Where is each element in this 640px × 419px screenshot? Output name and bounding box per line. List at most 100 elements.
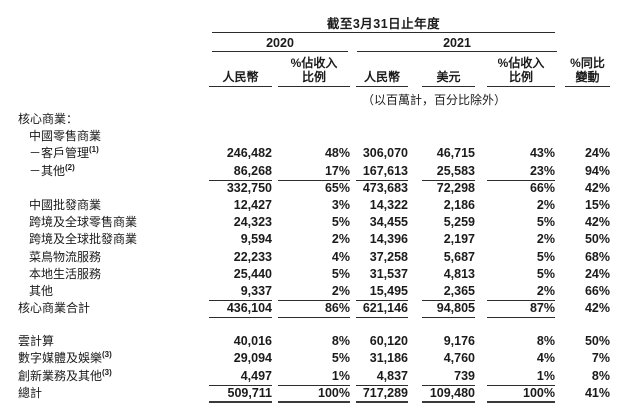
cell: 246,482 <box>226 146 272 161</box>
cell: 24% <box>584 266 610 281</box>
column-header-5: %佔收入 比例 <box>487 54 555 87</box>
cell: 72,298 <box>436 180 475 195</box>
cell: 60,120 <box>369 334 408 349</box>
cell: 46,715 <box>436 146 475 161</box>
cell: 9,594 <box>240 232 272 247</box>
cell: 24% <box>584 146 610 161</box>
cell: 4,837 <box>356 369 408 386</box>
table-row: 本地生活服務 25,440 5% 31,537 4,813 5% 24% <box>0 267 640 284</box>
cell: 9,337 <box>209 284 272 302</box>
cell: 12,427 <box>233 197 272 212</box>
cell: 436,104 <box>209 301 272 319</box>
cell: 8% <box>536 334 555 349</box>
cell: 50% <box>584 232 610 247</box>
cell <box>565 129 610 146</box>
cell: 86% <box>278 301 350 319</box>
row-label: 跨境及全球批發商業 <box>29 232 138 247</box>
table-row: －其他(2) 86,268 17% 167,613 25,583 23% 94% <box>0 162 640 181</box>
footnote-marker: (2) <box>65 162 75 172</box>
cell: 5% <box>331 351 350 366</box>
cell: 739 <box>422 369 475 386</box>
cell: 621,146 <box>356 301 408 319</box>
table-title: 截至3月31日止年度 <box>326 17 441 31</box>
cell: 4,760 <box>443 351 475 366</box>
column-header-1: 人民幣 <box>209 54 272 87</box>
cell <box>209 129 272 146</box>
row-label: 本地生活服務 <box>29 266 102 281</box>
cell: 167,613 <box>356 164 408 181</box>
row-label: 數字媒體及娛樂(3) <box>18 350 112 366</box>
row-label: 跨境及全球零售商業 <box>29 215 138 230</box>
title-rule <box>212 32 555 33</box>
cell: 22,233 <box>233 249 272 264</box>
row-label: 雲計算 <box>18 334 55 349</box>
cell: 14,322 <box>369 197 408 212</box>
cell: 1% <box>278 369 350 386</box>
cell: 2,197 <box>443 232 475 247</box>
year-2021-rule <box>357 51 557 52</box>
table-row: 其他 9,337 2% 15,495 2,365 2% 66% <box>0 284 640 302</box>
cell: 100% <box>487 386 555 403</box>
cell: 50% <box>584 334 610 349</box>
column-header-3: 人民幣 <box>356 54 408 87</box>
table-body: 核心商業： 中國零售商業 －客戶管理(1) 246,482 48% 306,070 46,7… <box>0 112 640 403</box>
column-header-4: 美元 <box>422 54 475 87</box>
row-label: 中國零售商業 <box>29 129 102 144</box>
cell <box>356 129 408 146</box>
cell: 23% <box>487 164 555 181</box>
cell: 68% <box>584 249 610 264</box>
cell: 34,455 <box>369 215 408 230</box>
table-row: 跨境及全球零售商業 24,323 5% 34,455 5,259 5% 42% <box>0 215 640 232</box>
cell: 48% <box>324 146 350 161</box>
cell: 717,289 <box>356 386 408 403</box>
cell: 4,813 <box>443 266 475 281</box>
cell: 2% <box>331 232 350 247</box>
cell: 40,016 <box>233 334 272 349</box>
cell: 17% <box>278 164 350 181</box>
cell: 9,176 <box>443 334 475 349</box>
row-label: －其他(2) <box>29 162 75 178</box>
footnote-marker: (3) <box>102 350 112 360</box>
cell: 41% <box>584 385 610 400</box>
table-row: 核心商業： <box>0 112 640 129</box>
row-label: 核心商業合計 <box>18 301 91 316</box>
cell: 8% <box>331 334 350 349</box>
table-row: 創新業務及其他(3) 4,497 1% 4,837 739 1% 8% <box>0 368 640 386</box>
cell: 1% <box>487 369 555 386</box>
cell: 4% <box>331 249 350 264</box>
row-label: 總計 <box>18 385 43 400</box>
table-row: 中國批發商業 12,427 3% 14,322 2,186 2% 15% <box>0 198 640 215</box>
cell: 473,683 <box>362 180 408 195</box>
cell: 66% <box>529 180 555 195</box>
row-label: －客戶管理(1) <box>29 145 99 161</box>
cell: 31,537 <box>369 266 408 281</box>
cell: 25,583 <box>422 164 475 181</box>
table-row: －客戶管理(1) 246,482 48% 306,070 46,715 43% 24% <box>0 146 640 163</box>
year-2020-rule <box>212 51 348 52</box>
column-header-2: %佔收入 比例 <box>278 54 350 87</box>
row-label: 菜鳥物流服務 <box>29 249 102 264</box>
table-row: 總計 509,711 100% 717,289 109,480 100% 41% <box>0 386 640 403</box>
row-spacer <box>0 318 640 334</box>
cell: 5% <box>331 215 350 230</box>
cell <box>278 129 350 146</box>
cell: 42% <box>584 215 610 230</box>
cell: 42% <box>584 180 610 195</box>
cell: 4,497 <box>209 369 272 386</box>
cell: 94,805 <box>422 301 475 319</box>
cell <box>356 112 408 129</box>
year-2020-label: 2020 <box>266 36 294 50</box>
cell <box>209 112 272 129</box>
table-row: 中國零售商業 <box>0 129 640 146</box>
cell: 2% <box>487 284 555 302</box>
cell: 5% <box>536 215 555 230</box>
cell <box>422 112 475 129</box>
cell: 5% <box>536 249 555 264</box>
column-header-6: %同比 變動 <box>565 54 610 87</box>
cell: 94% <box>584 163 610 178</box>
cell: 87% <box>487 301 555 319</box>
year-2021-label: 2021 <box>443 36 471 50</box>
cell <box>278 112 350 129</box>
cell: 25,440 <box>233 266 272 281</box>
